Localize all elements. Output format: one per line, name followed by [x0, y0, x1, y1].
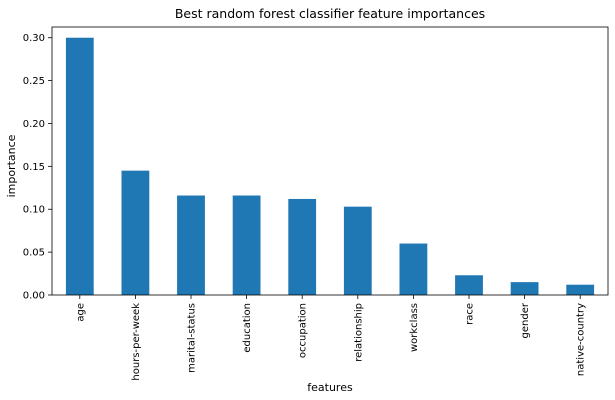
chart-title: Best random forest classifier feature im… — [175, 6, 485, 21]
x-tick-label: gender — [520, 302, 531, 338]
bar-age — [65, 37, 94, 295]
x-axis: age hours-per-week marital-status education… — [75, 295, 587, 381]
x-tick-label: hours-per-week — [131, 303, 142, 381]
bar-workclass — [399, 243, 428, 295]
y-tick-label: 0.30 — [23, 33, 45, 44]
x-tick-label: occupation — [298, 303, 309, 358]
y-tick-label: 0.15 — [23, 162, 45, 173]
y-axis: 0.00 0.05 0.10 0.15 0.20 0.25 0.30 — [23, 33, 52, 302]
bar-education — [232, 195, 261, 295]
bar-race — [455, 275, 483, 295]
y-tick-label: 0.00 — [23, 291, 45, 302]
y-axis-label: importance — [5, 134, 18, 197]
x-tick-label: education — [242, 303, 253, 353]
bar-native-country — [566, 284, 595, 295]
y-tick-label: 0.25 — [23, 76, 45, 87]
x-tick-label: marital-status — [187, 303, 198, 373]
x-tick-label: relationship — [353, 303, 364, 362]
y-tick-label: 0.10 — [23, 205, 45, 216]
y-tick-label: 0.05 — [23, 248, 45, 259]
x-axis-label: features — [307, 381, 353, 394]
x-tick-label: workclass — [409, 303, 420, 352]
bar-relationship — [343, 206, 372, 295]
x-tick-label: native-country — [576, 303, 587, 376]
bars-layer — [65, 37, 595, 295]
x-tick-label: race — [465, 303, 476, 325]
bar-marital-status — [177, 195, 205, 295]
x-tick-label: age — [75, 303, 86, 322]
bar-gender — [510, 282, 539, 295]
bar-hours-per-week — [121, 170, 150, 295]
bar-occupation — [288, 198, 317, 295]
plot-frame — [51, 26, 609, 296]
y-tick-label: 0.20 — [23, 119, 45, 130]
